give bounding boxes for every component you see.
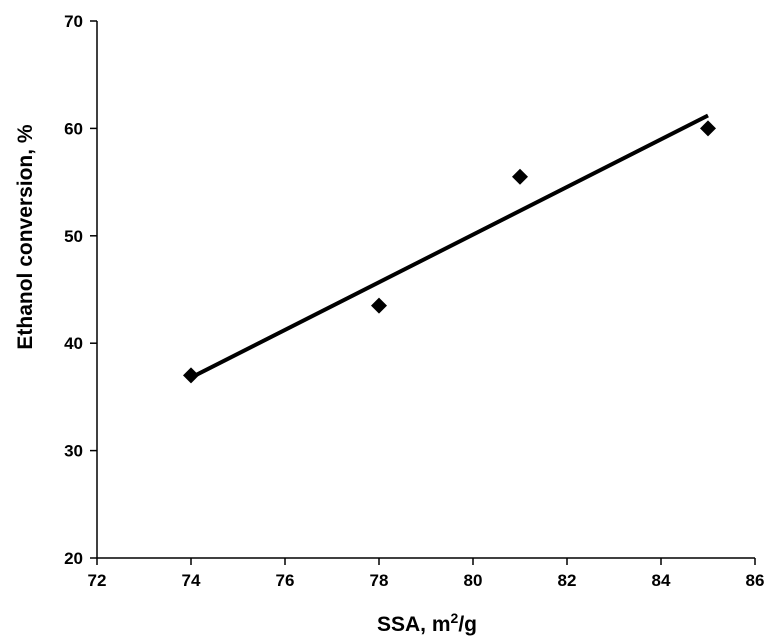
y-tick-label: 70 — [64, 12, 83, 31]
x-tick-label: 74 — [182, 571, 201, 590]
x-axis-title-tail: /g — [458, 613, 477, 636]
x-axis-title-base: SSA, m — [377, 613, 451, 636]
x-axis-title: SSA, m2/g — [377, 610, 477, 636]
trendline-group — [190, 113, 709, 380]
y-tick-label: 50 — [64, 227, 83, 246]
y-tick-label: 30 — [64, 442, 83, 461]
x-tick-label: 76 — [276, 571, 295, 590]
data-point — [700, 120, 716, 137]
y-tick-label: 60 — [64, 119, 83, 138]
linear-trendline — [190, 113, 709, 380]
x-tick-label: 80 — [464, 571, 483, 590]
x-tick-label: 82 — [558, 571, 577, 590]
data-point — [183, 367, 199, 384]
y-axis-title: Ethanol conversion, % — [14, 124, 37, 350]
x-axis-title-sup: 2 — [451, 610, 459, 626]
data-points — [183, 120, 716, 384]
chart-axes — [96, 21, 755, 559]
x-ticks: 72 74 76 78 80 82 84 86 — [88, 558, 765, 590]
x-tick-label: 84 — [652, 571, 671, 590]
data-point — [371, 297, 387, 314]
x-tick-label: 78 — [370, 571, 389, 590]
x-tick-label: 86 — [746, 571, 765, 590]
data-point — [512, 168, 528, 185]
y-tick-label: 40 — [64, 334, 83, 353]
x-tick-label: 72 — [88, 571, 107, 590]
y-ticks: 20 30 40 50 60 70 — [64, 12, 97, 568]
y-tick-label: 20 — [64, 549, 83, 568]
